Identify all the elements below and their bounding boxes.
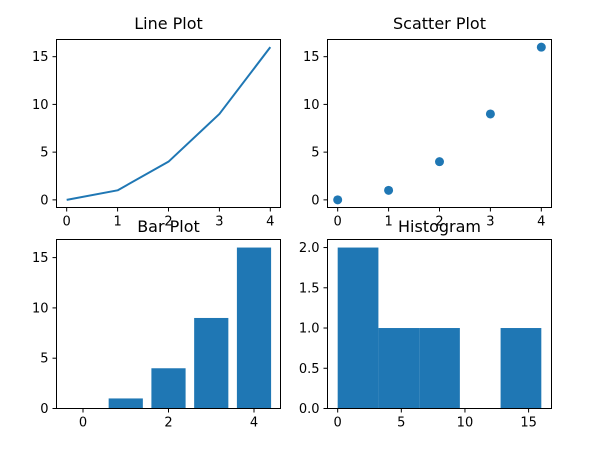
bar-plot-x-tick-label: 4 [250,416,258,431]
scatter-plot-panel: Scatter Plot 0 1 2 3 4 0 5 10 15 [303,14,552,230]
scatter-plot-axes-frame [327,39,552,208]
histogram-bin-bar [419,328,460,409]
bar-plot-bar [236,247,272,409]
scatter-plot-y-tick-label: 10 [303,98,320,113]
bar-plot-title: Bar Plot [137,217,200,236]
histogram-panel: 0 5 10 150.00.51.01.52.0 Histogram [299,217,552,431]
histogram-y-tick-label: 1.5 [299,281,320,296]
histogram-x-tick-label: 0 [334,416,342,431]
scatter-plot-x-tick-label: 1 [384,215,392,230]
histogram-y-tick-label: 0.5 [299,362,320,377]
bar-plot-y-tick-label: 10 [32,301,49,316]
histogram-y-tick-label: 0.0 [299,402,320,417]
line-plot-y-tick-label: 5 [40,146,48,161]
bar-plot-y-tick-label: 15 [32,251,49,266]
histogram-bin-bar [378,328,420,409]
bar-plot-y-tick-label: 5 [40,352,48,367]
scatter-plot-x-tick-label: 4 [537,215,545,230]
bar-plot-axes-frame [56,239,281,409]
histogram-y-tick-label: 2.0 [299,241,320,256]
line-plot-x-tick-label: 3 [215,215,223,230]
line-plot-y-tick-label: 10 [32,98,49,113]
histogram-x-tick-label: 5 [397,416,405,431]
line-plot-panel: Line Plot 0 1 2 3 4 0 5 10 15 [32,14,281,230]
scatter-plot-point [536,42,546,52]
scatter-plot-point [333,195,343,205]
line-plot-axes-frame [56,39,281,208]
line-plot-y-tick-label: 15 [32,50,49,65]
histogram-y-tick-label: 1.0 [299,322,320,337]
scatter-plot-x-tick-label: 0 [334,215,342,230]
bar-plot-y-tick-label: 0 [40,402,48,417]
scatter-plot-point [435,157,444,167]
scatter-plot-point [485,109,495,119]
scatter-plot-x-tick-label: 3 [486,215,494,230]
bar-plot-bar [151,368,186,409]
line-plot-x-tick-label: 1 [113,215,121,230]
histogram-bin-bar [500,328,542,409]
bar-plot-bar [108,398,143,409]
scatter-plot-y-tick-label: 5 [311,146,319,161]
line-plot-x-tick-label: 0 [63,215,71,230]
scatter-plot-y-tick-label: 15 [303,50,320,65]
bar-plot-x-tick-label: 2 [164,416,172,431]
line-plot-x-tick-label: 4 [266,215,274,230]
line-plot-title: Line Plot [134,14,203,33]
line-plot-series-line [66,46,272,201]
histogram-title: Histogram [398,217,481,236]
histogram-axes-frame [327,239,552,409]
scatter-plot-title: Scatter Plot [393,14,486,33]
scatter-plot-y-tick-label: 0 [311,193,319,208]
bar-plot-x-tick-label: 0 [79,416,87,431]
histogram-x-tick-label: 10 [457,416,474,431]
scatter-plot-x-tick-label: 2 [435,215,443,230]
line-plot-y-tick-label: 0 [40,193,48,208]
histogram-x-tick-label: 15 [520,416,537,431]
line-plot-x-tick-label: 2 [164,215,172,230]
scatter-plot-point [384,185,394,195]
bar-plot-bar [194,317,229,409]
histogram-bin-bar [337,247,379,409]
